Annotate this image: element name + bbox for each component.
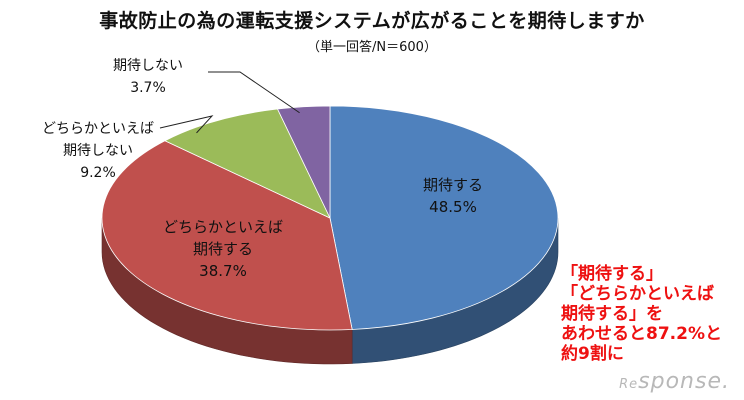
pie-labels: 期待する48.5%どちらかといえば期待する38.7%どちらかといえば期待しない9…: [42, 58, 483, 280]
slice-label-2-line-1: 期待しない: [63, 143, 133, 159]
callout-line-3: 期待する」を: [561, 304, 663, 324]
slice-value-1: 38.7%: [199, 262, 247, 280]
slice-label-3-line-0: 期待しない: [113, 58, 183, 74]
slice-label-1-line-1: 期待する: [193, 240, 253, 258]
slice-value-0: 48.5%: [429, 198, 477, 216]
pie-slice-3: [276, 105, 331, 219]
callout-line-5: 約9割に: [561, 344, 624, 364]
pie-slice-1: [101, 140, 353, 331]
slice-label-1-line-0: どちらかといえば: [163, 218, 283, 236]
callout-line-4: あわせると87.2%と: [561, 324, 722, 344]
slice-value-3: 3.7%: [130, 80, 166, 96]
chart-title: 事故防止の為の運転支援システムが広がることを期待しますか: [99, 10, 645, 32]
slice-value-2: 9.2%: [80, 165, 116, 181]
leader-line-3: [208, 71, 300, 114]
chart-subtitle: （単一回答/N＝600）: [307, 40, 437, 55]
pie-slice-2: [164, 108, 331, 219]
pie-slice-0: [329, 105, 559, 330]
callout-line-2: 「どちらかといえば: [561, 284, 714, 304]
slice-label-0-line-0: 期待する: [423, 176, 483, 194]
slice-label-2-line-0: どちらかといえば: [42, 121, 154, 137]
watermark-logo: Response.: [619, 369, 730, 394]
summary-callout: 「期待する」 「どちらかといえば 期待する」を あわせると87.2%と 約9割に: [561, 264, 741, 364]
callout-line-1: 「期待する」: [561, 264, 663, 284]
leader-line-2: [159, 115, 214, 134]
pie-slices: [101, 105, 559, 331]
